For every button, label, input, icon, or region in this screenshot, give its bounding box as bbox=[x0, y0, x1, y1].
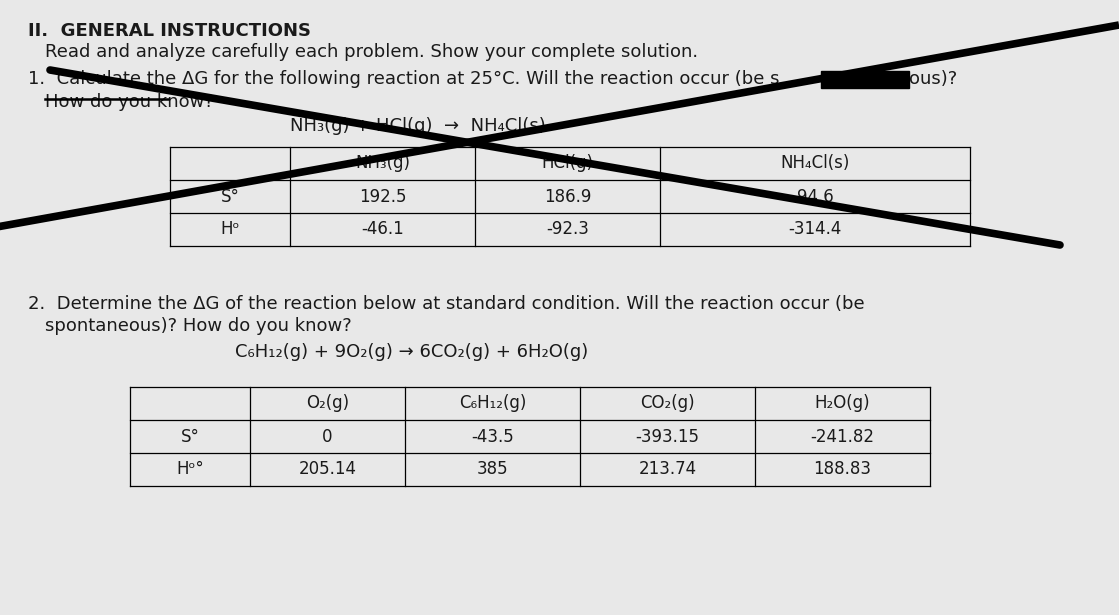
Text: CO₂(g): CO₂(g) bbox=[640, 394, 695, 413]
Text: S°: S° bbox=[180, 427, 199, 445]
Text: O₂(g): O₂(g) bbox=[305, 394, 349, 413]
Text: -241.82: -241.82 bbox=[810, 427, 875, 445]
Text: ous)?: ous)? bbox=[909, 70, 957, 88]
Text: C₆H₁₂(g) + 9O₂(g) → 6CO₂(g) + 6H₂O(g): C₆H₁₂(g) + 9O₂(g) → 6CO₂(g) + 6H₂O(g) bbox=[235, 343, 589, 361]
Text: S°: S° bbox=[220, 188, 239, 205]
Bar bbox=[821, 71, 909, 88]
Text: 192.5: 192.5 bbox=[359, 188, 406, 205]
Text: NH₃(g) + HCl(g)  →  NH₄Cl(s): NH₃(g) + HCl(g) → NH₄Cl(s) bbox=[290, 117, 546, 135]
Text: spontaneous)? How do you know?: spontaneous)? How do you know? bbox=[45, 317, 351, 335]
Text: 186.9: 186.9 bbox=[544, 188, 591, 205]
Text: -46.1: -46.1 bbox=[361, 221, 404, 239]
Text: 1.  Calculate the ΔG for the following reaction at 25°C. Will the reaction occur: 1. Calculate the ΔG for the following re… bbox=[28, 70, 780, 88]
Text: Hᵒ: Hᵒ bbox=[220, 221, 239, 239]
Text: 213.74: 213.74 bbox=[639, 461, 696, 478]
Text: NH₄Cl(s): NH₄Cl(s) bbox=[780, 154, 849, 172]
Text: HCl(g): HCl(g) bbox=[542, 154, 593, 172]
Text: NH₃(g): NH₃(g) bbox=[355, 154, 410, 172]
Text: 205.14: 205.14 bbox=[299, 461, 357, 478]
Text: Read and analyze carefully each problem. Show your complete solution.: Read and analyze carefully each problem.… bbox=[45, 43, 698, 61]
Text: -92.3: -92.3 bbox=[546, 221, 589, 239]
Text: C₆H₁₂(g): C₆H₁₂(g) bbox=[459, 394, 526, 413]
Text: 2.  Determine the ΔG of the reaction below at standard condition. Will the react: 2. Determine the ΔG of the reaction belo… bbox=[28, 295, 865, 313]
Text: How do you know?: How do you know? bbox=[45, 93, 214, 111]
Text: -314.4: -314.4 bbox=[788, 221, 841, 239]
Text: 0: 0 bbox=[322, 427, 332, 445]
Text: II.  GENERAL INSTRUCTIONS: II. GENERAL INSTRUCTIONS bbox=[28, 22, 311, 40]
Text: -43.5: -43.5 bbox=[471, 427, 514, 445]
Text: -393.15: -393.15 bbox=[636, 427, 699, 445]
Text: 94.6: 94.6 bbox=[797, 188, 834, 205]
Text: H₂O(g): H₂O(g) bbox=[815, 394, 871, 413]
Text: 188.83: 188.83 bbox=[814, 461, 872, 478]
Text: 385: 385 bbox=[477, 461, 508, 478]
Text: Hᵒ°: Hᵒ° bbox=[176, 461, 204, 478]
